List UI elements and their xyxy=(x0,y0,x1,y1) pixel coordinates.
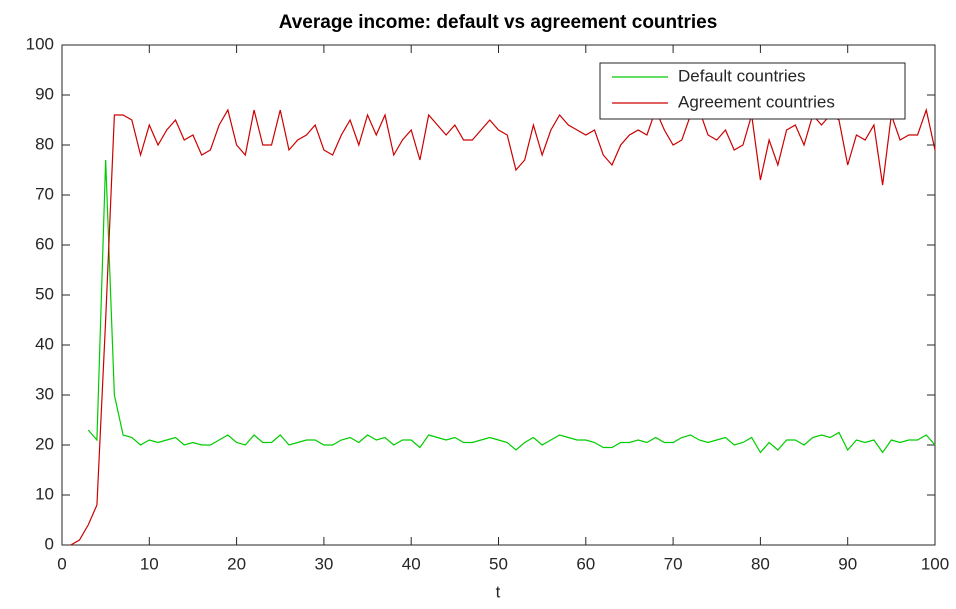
y-tick-label: 20 xyxy=(35,434,54,453)
data-line xyxy=(87,159,936,454)
y-tick-label: 70 xyxy=(35,184,54,203)
x-tick-label: 10 xyxy=(140,554,159,573)
y-tick-label: 100 xyxy=(26,34,54,53)
y-tick-label: 10 xyxy=(35,484,54,503)
x-tick-label: 50 xyxy=(489,554,508,573)
legend-label: Agreement countries xyxy=(678,92,835,111)
y-tick-label: 60 xyxy=(35,234,54,253)
x-tick-label: 90 xyxy=(838,554,857,573)
chart-title: Average income: default vs agreement cou… xyxy=(279,12,718,33)
x-tick-label: 40 xyxy=(402,554,421,573)
x-tick-label: 20 xyxy=(227,554,246,573)
x-tick-label: 60 xyxy=(576,554,595,573)
x-axis-label: t xyxy=(496,582,501,601)
x-tick-label: 80 xyxy=(751,554,770,573)
data-line xyxy=(70,107,936,546)
y-tick-label: 50 xyxy=(35,284,54,303)
legend-label: Default countries xyxy=(678,66,806,85)
y-tick-label: 40 xyxy=(35,334,54,353)
y-tick-label: 90 xyxy=(35,84,54,103)
legend-box xyxy=(599,62,906,120)
y-tick-label: 30 xyxy=(35,384,54,403)
x-tick-label: 70 xyxy=(664,554,683,573)
x-tick-label: 100 xyxy=(921,554,949,573)
x-tick-label: 30 xyxy=(314,554,333,573)
x-tick-label: 0 xyxy=(57,554,66,573)
y-tick-label: 80 xyxy=(35,134,54,153)
plot-area xyxy=(61,44,936,546)
y-tick-label: 0 xyxy=(45,534,54,553)
